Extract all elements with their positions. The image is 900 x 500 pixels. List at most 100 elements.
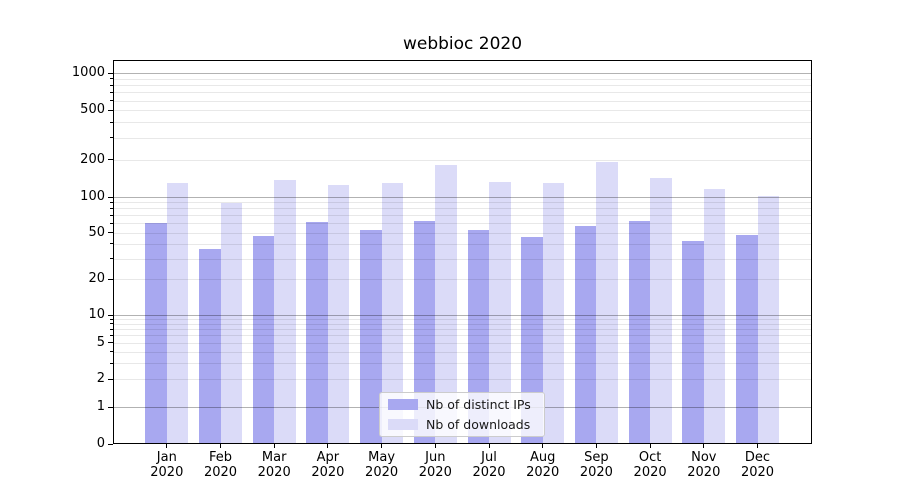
x-tick-mark	[220, 444, 221, 448]
bar-distinct-ips	[467, 229, 489, 443]
x-label-year: 2020	[365, 465, 399, 480]
x-tick-label: Sep 2020	[564, 450, 628, 480]
y-tick-mark	[108, 314, 113, 316]
x-tick-mark	[327, 444, 329, 448]
y-tick-label: 0	[96, 436, 105, 451]
bar-distinct-ips	[252, 235, 275, 443]
y-minor-tick-mark	[110, 243, 113, 245]
x-label-year: 2020	[633, 465, 667, 480]
bar-downloads	[650, 178, 672, 443]
minor-gridline	[114, 319, 811, 321]
x-label-year: 2020	[418, 465, 452, 480]
bar-downloads	[327, 184, 350, 443]
x-label-month: Oct	[638, 450, 662, 465]
minor-gridline	[114, 215, 811, 217]
y-minor-tick-mark	[110, 318, 113, 320]
plot-area	[113, 60, 812, 444]
x-label-month: Apr	[316, 450, 340, 465]
y-tick-label: 5	[96, 334, 105, 350]
bar-distinct-ips	[145, 223, 167, 443]
x-tick-mark	[273, 444, 275, 448]
y-tick-label: 2	[96, 371, 105, 387]
minor-gridline	[114, 351, 811, 353]
y-tick-label: 10	[88, 307, 105, 322]
y-tick-label: 200	[80, 151, 105, 167]
bar-downloads	[489, 182, 511, 443]
x-label-year: 2020	[257, 465, 291, 480]
minor-gridline	[114, 85, 811, 87]
minor-gridline	[114, 122, 811, 124]
y-minor-tick-mark	[110, 258, 113, 260]
y-minor-tick-mark	[110, 201, 113, 203]
x-label-year: 2020	[203, 465, 238, 480]
x-tick-label: Dec 2020	[726, 450, 790, 480]
y-minor-tick-mark	[110, 351, 113, 353]
y-tick-mark	[108, 406, 113, 408]
y-minor-tick-mark	[110, 109, 113, 111]
y-minor-tick-mark	[110, 378, 113, 380]
minor-gridline	[114, 223, 811, 225]
legend-label-downloads: Nb of downloads	[426, 417, 531, 432]
y-minor-tick-mark	[110, 362, 113, 364]
bar-downloads	[381, 183, 404, 443]
y-minor-tick-mark	[110, 207, 113, 209]
y-minor-tick-mark	[110, 159, 113, 161]
bar-distinct-ips	[628, 220, 651, 443]
x-tick-label: Nov 2020	[672, 450, 736, 480]
minor-gridline	[114, 243, 811, 245]
x-label-year: 2020	[311, 465, 345, 480]
x-tick-mark	[434, 444, 436, 448]
legend-item-downloads: Nb of downloads	[388, 416, 536, 433]
x-tick-label: May 2020	[350, 450, 414, 480]
x-tick-mark	[595, 444, 597, 448]
minor-gridline	[114, 110, 811, 112]
x-tick-label: Oct 2020	[618, 450, 682, 480]
y-minor-tick-mark	[110, 137, 113, 139]
x-label-year: 2020	[687, 465, 721, 480]
x-tick-mark	[703, 444, 705, 448]
minor-gridline	[114, 208, 811, 210]
y-tick-mark	[108, 443, 113, 445]
bars-layer	[114, 61, 811, 443]
minor-gridline	[114, 279, 811, 281]
x-tick-mark	[542, 444, 544, 448]
x-label-month: Jul	[481, 450, 497, 465]
major-gridline	[114, 197, 811, 198]
y-minor-tick-mark	[110, 91, 113, 93]
x-tick-label: Jul 2020	[457, 450, 521, 480]
x-label-month: Nov	[691, 450, 717, 465]
legend-item-distinct-ips: Nb of distinct IPs	[388, 396, 536, 413]
minor-gridline	[114, 363, 811, 365]
y-minor-tick-mark	[110, 100, 113, 101]
x-label-year: 2020	[472, 465, 506, 480]
y-tick-mark	[108, 72, 113, 74]
y-minor-tick-mark	[110, 222, 113, 224]
minor-gridline	[114, 379, 811, 381]
y-minor-tick-mark	[110, 323, 113, 325]
minor-gridline	[114, 137, 811, 139]
y-minor-tick-mark	[110, 232, 113, 234]
bar-downloads	[435, 164, 457, 443]
minor-gridline	[114, 78, 811, 80]
x-tick-label: Jun 2020	[403, 450, 467, 480]
y-minor-tick-mark	[110, 78, 113, 80]
y-minor-tick-mark	[110, 334, 113, 336]
y-tick-label: 1000	[71, 65, 105, 80]
x-label-month: May	[368, 450, 396, 465]
bar-distinct-ips	[306, 222, 328, 443]
x-label-year: 2020	[740, 465, 775, 480]
y-tick-label: 500	[80, 102, 105, 118]
y-tick-label: 50	[88, 224, 105, 240]
minor-gridline	[114, 342, 811, 344]
x-tick-mark	[488, 444, 490, 448]
bar-distinct-ips	[199, 249, 221, 443]
x-tick-label: Apr 2020	[296, 450, 360, 480]
bar-downloads	[703, 188, 726, 443]
y-minor-tick-mark	[110, 278, 113, 280]
bar-distinct-ips	[682, 241, 704, 443]
y-minor-tick-mark	[110, 84, 113, 86]
x-tick-mark	[757, 444, 758, 448]
x-label-month: Mar	[261, 450, 287, 465]
chart-title: webbioc 2020	[402, 34, 523, 54]
